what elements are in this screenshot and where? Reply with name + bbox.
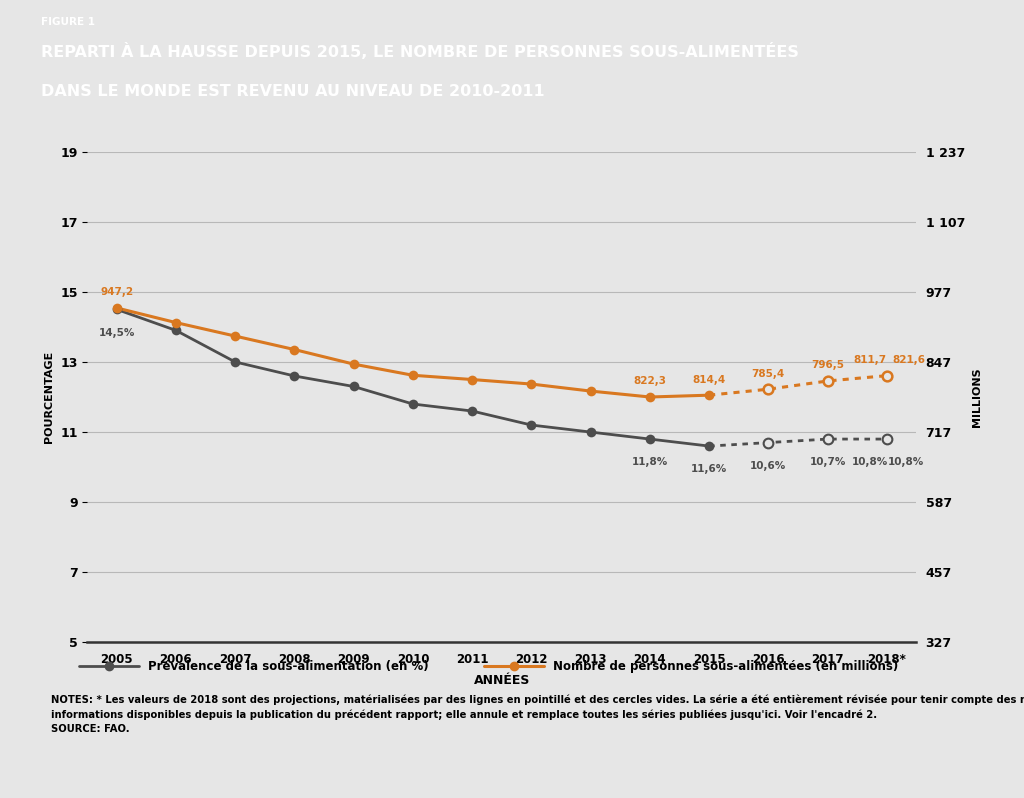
Text: FIGURE 1: FIGURE 1 [41, 18, 95, 27]
Text: DANS LE MONDE EST REVENU AU NIVEAU DE 2010-2011: DANS LE MONDE EST REVENU AU NIVEAU DE 20… [41, 85, 545, 99]
Text: 947,2: 947,2 [100, 287, 133, 298]
Text: 785,4: 785,4 [752, 369, 785, 379]
Text: NOTES: * Les valeurs de 2018 sont des projections, matérialisées par des lignes : NOTES: * Les valeurs de 2018 sont des pr… [51, 694, 1024, 733]
Text: 811,7: 811,7 [854, 355, 887, 365]
Text: 814,4: 814,4 [692, 374, 726, 385]
Text: 821,6: 821,6 [893, 355, 926, 365]
Text: 822,3: 822,3 [634, 377, 667, 386]
Y-axis label: MILLIONS: MILLIONS [972, 367, 982, 427]
Text: 10,8%: 10,8% [852, 457, 889, 468]
Text: 14,5%: 14,5% [98, 328, 135, 338]
Text: 10,8%: 10,8% [888, 457, 924, 468]
Text: 11,6%: 11,6% [691, 464, 727, 474]
Text: 11,8%: 11,8% [632, 457, 668, 468]
Text: Nombre de personnes sous-alimentées (en millions): Nombre de personnes sous-alimentées (en … [554, 660, 899, 673]
Text: 10,7%: 10,7% [809, 457, 846, 468]
Text: 10,6%: 10,6% [751, 460, 786, 471]
Text: REPARTI À LA HAUSSE DEPUIS 2015, LE NOMBRE DE PERSONNES SOUS-ALIMENTÉES: REPARTI À LA HAUSSE DEPUIS 2015, LE NOMB… [41, 42, 799, 60]
Y-axis label: POURCENTAGE: POURCENTAGE [44, 351, 53, 443]
X-axis label: ANNÉES: ANNÉES [473, 674, 530, 687]
Text: 796,5: 796,5 [811, 361, 844, 370]
Text: Prévalence de la sous-alimentation (en %): Prévalence de la sous-alimentation (en %… [148, 660, 429, 673]
